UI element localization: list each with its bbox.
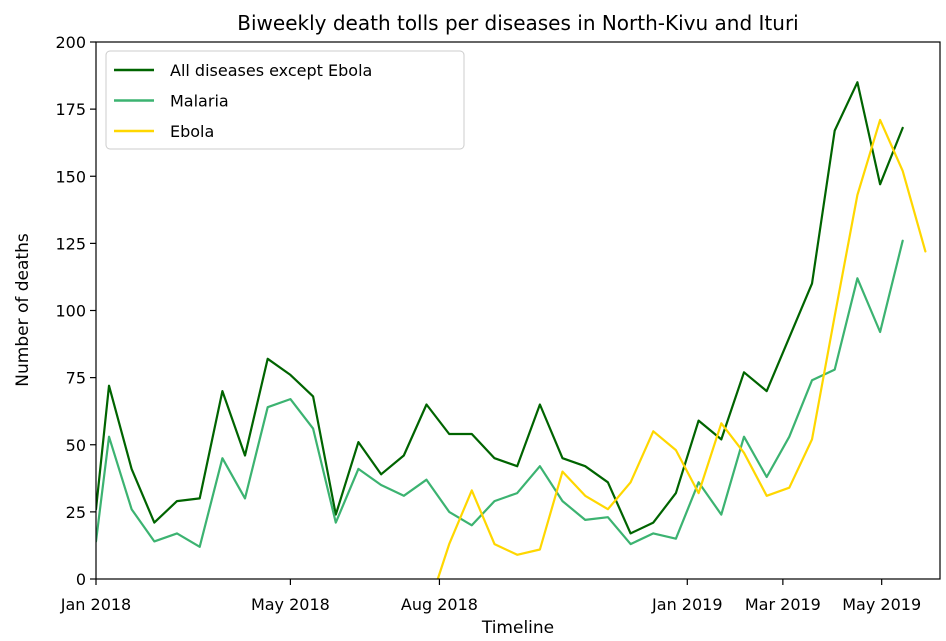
plot-series-group <box>96 81 927 579</box>
x-tick-label-3: Jan 2019 <box>651 595 722 614</box>
series-line-1 <box>96 239 904 548</box>
legend-label-1: Malaria <box>170 92 229 111</box>
y-tick-label-2: 50 <box>66 436 86 455</box>
legend-label-0: All diseases except Ebola <box>170 61 372 80</box>
x-axis-label: Timeline <box>481 618 554 638</box>
x-tick-label-2: Aug 2018 <box>401 595 478 614</box>
y-tick-label-4: 100 <box>55 302 86 321</box>
x-tick-label-1: May 2018 <box>251 595 330 614</box>
axes-ticks-group: 0 25 50 75 100 125 150 175 200 Jan 2018 May 2018 Au… <box>55 33 921 614</box>
legend: All diseases except Ebola Malaria Ebola <box>105 50 465 150</box>
y-axis-label: Number of deaths <box>13 233 33 387</box>
legend-label-2: Ebola <box>170 122 214 141</box>
series-line-2 <box>436 118 927 579</box>
y-tick-label-8: 200 <box>55 33 86 52</box>
y-tick-label-0: 0 <box>76 570 86 589</box>
chart-title: Biweekly death tolls per diseases in Nor… <box>237 11 798 35</box>
legend-box <box>105 50 465 150</box>
y-tick-label-6: 150 <box>55 167 86 186</box>
y-tick-label-3: 75 <box>66 369 86 388</box>
y-tick-label-5: 125 <box>55 234 86 253</box>
plot-frame <box>95 41 941 580</box>
x-tick-label-4: Mar 2019 <box>745 595 821 614</box>
y-tick-label-7: 175 <box>55 100 86 119</box>
series-line-0 <box>96 81 904 535</box>
x-tick-label-0: Jan 2018 <box>60 595 131 614</box>
x-tick-label-5: May 2019 <box>842 595 921 614</box>
y-tick-label-1: 25 <box>66 503 86 522</box>
